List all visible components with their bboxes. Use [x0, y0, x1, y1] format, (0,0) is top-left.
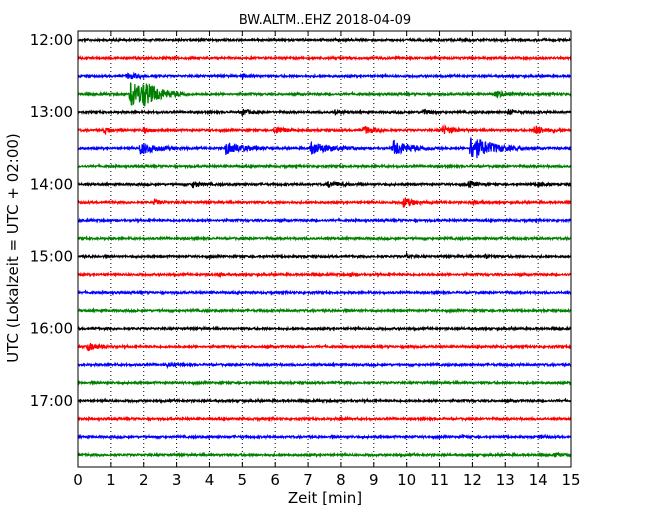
x-tick-label: 2	[139, 471, 149, 489]
x-tick-label: 7	[303, 471, 313, 489]
y-tick-label: 16:00	[30, 320, 73, 338]
trace-line	[77, 289, 572, 296]
chart-title: BW.ALTM..EHZ 2018-04-09	[239, 13, 411, 28]
plot-frame	[77, 30, 572, 468]
x-tick-label: 9	[369, 471, 379, 489]
y-tick-label: 13:00	[30, 103, 73, 121]
trace-line	[77, 307, 572, 314]
y-tick-label: 14:00	[30, 175, 73, 193]
x-tick-label: 4	[205, 471, 215, 489]
trace-line	[77, 433, 572, 441]
trace-line	[77, 162, 572, 170]
x-tick-label: 14	[529, 471, 548, 489]
trace-line	[77, 361, 572, 370]
trace-line	[77, 415, 572, 423]
x-tick-label: 13	[496, 471, 515, 489]
y-axis-label: UTC (Lokalzeit = UTC + 02:00)	[4, 133, 22, 363]
trace-line	[77, 197, 572, 208]
trace-line	[77, 36, 572, 44]
x-tick-label: 0	[73, 471, 83, 489]
trace-line	[77, 342, 572, 352]
x-tick-label: 1	[106, 471, 116, 489]
trace-line	[77, 54, 572, 62]
x-tick-label: 11	[430, 471, 449, 489]
trace-line	[77, 180, 572, 189]
y-tick-label: 12:00	[30, 31, 73, 49]
y-tick-label: 15:00	[30, 247, 73, 265]
trace-line	[77, 251, 572, 260]
trace-line	[77, 235, 572, 242]
x-tick-label: 6	[270, 471, 280, 489]
x-tick-label: 3	[172, 471, 182, 489]
trace-line	[77, 124, 572, 136]
x-axis-label: Zeit [min]	[288, 489, 362, 507]
x-tick-label: 8	[336, 471, 346, 489]
trace-line	[77, 397, 572, 405]
x-tick-label: 5	[238, 471, 248, 489]
trace-line	[77, 325, 572, 332]
trace-line	[77, 271, 572, 279]
trace-line	[77, 82, 572, 107]
trace-line	[77, 379, 572, 387]
trace-line	[77, 216, 572, 224]
trace-line	[77, 136, 572, 159]
plot-area: 0 1 2 3 4 5 6 7 8 9 10 11 12 13 14 1512:0013:0014:0015:…	[30, 30, 581, 489]
trace-line	[77, 108, 572, 118]
y-tick-label: 17:00	[30, 392, 73, 410]
x-tick-label: 15	[561, 471, 580, 489]
trace-line	[77, 71, 572, 81]
x-tick-label: 10	[397, 471, 416, 489]
trace-line	[77, 451, 572, 459]
x-tick-label: 12	[463, 471, 482, 489]
